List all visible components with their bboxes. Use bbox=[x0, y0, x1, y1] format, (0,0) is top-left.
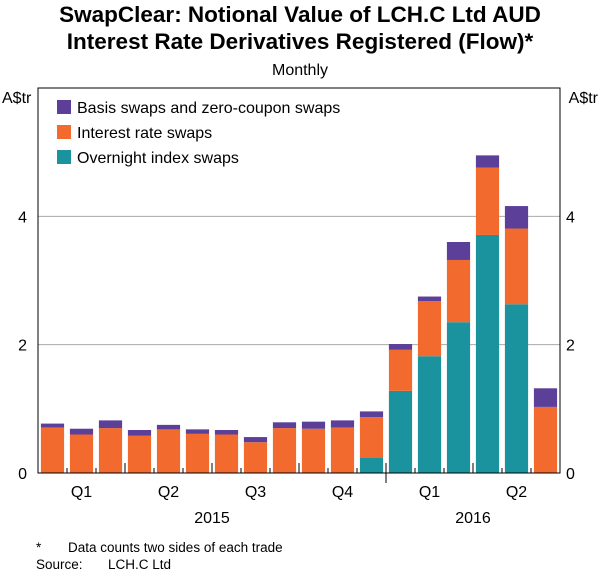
bar-basis-5 bbox=[156, 424, 181, 430]
y-tick-label-left: 2 bbox=[18, 338, 27, 355]
bar-irs-4 bbox=[127, 435, 152, 473]
x-quarter-label: Q2 bbox=[158, 484, 179, 501]
source-label: Source: bbox=[36, 557, 83, 572]
x-quarter-label: Q1 bbox=[71, 484, 92, 501]
bar-basis-4 bbox=[127, 430, 152, 436]
x-year-label: 2015 bbox=[194, 510, 230, 527]
bar-basis-13 bbox=[388, 344, 413, 350]
x-quarter-label: Q2 bbox=[506, 484, 527, 501]
bar-irs-10 bbox=[301, 428, 326, 473]
bar-basis-6 bbox=[185, 429, 210, 434]
y-axis-unit-right: A$tr bbox=[569, 90, 599, 107]
x-quarter-label: Q1 bbox=[419, 484, 440, 501]
bar-basis-1 bbox=[40, 423, 65, 428]
bar-irs-14 bbox=[417, 301, 442, 357]
bar-irs-7 bbox=[214, 434, 239, 473]
bar-basis-16 bbox=[475, 155, 500, 168]
bar-basis-11 bbox=[330, 420, 355, 428]
chart-title-line2: Interest Rate Derivatives Registered (Fl… bbox=[66, 29, 534, 54]
bar-ois-13 bbox=[388, 390, 413, 473]
y-tick-label-right: 4 bbox=[566, 209, 575, 226]
bar-basis-15 bbox=[446, 242, 471, 260]
y-tick-label-left: 0 bbox=[18, 466, 27, 483]
bar-irs-17 bbox=[504, 228, 529, 305]
bar-irs-16 bbox=[475, 167, 500, 235]
bar-irs-12 bbox=[359, 417, 384, 458]
y-tick-label-right: 0 bbox=[566, 466, 575, 483]
legend-label-irs: Interest rate swaps bbox=[77, 125, 212, 142]
bar-irs-6 bbox=[185, 433, 210, 473]
footnote-marker: * bbox=[36, 540, 42, 555]
bar-irs-9 bbox=[272, 428, 297, 473]
x-quarter-label: Q3 bbox=[245, 484, 266, 501]
chart-area: A$tr A$tr 0 0 2 2 4 4 Q1 Q2 Q3 Q4 Q1 Q2 2015 2016 Bas… bbox=[2, 87, 599, 527]
x-year-label: 2016 bbox=[455, 510, 491, 527]
bar-irs-11 bbox=[330, 427, 355, 473]
source-text: LCH.C Ltd bbox=[108, 557, 172, 572]
bar-ois-12 bbox=[359, 457, 384, 473]
bar-basis-17 bbox=[504, 206, 529, 229]
bar-irs-15 bbox=[446, 259, 471, 323]
chart-title-line1: SwapClear: Notional Value of LCH.C Ltd A… bbox=[59, 2, 541, 27]
legend-label-basis: Basis swaps and zero-coupon swaps bbox=[77, 100, 340, 117]
bar-basis-12 bbox=[359, 411, 384, 418]
bar-ois-14 bbox=[417, 356, 442, 473]
bar-basis-18 bbox=[533, 388, 558, 407]
bar-irs-1 bbox=[40, 427, 65, 473]
legend-label-ois: Overnight index swaps bbox=[77, 150, 239, 167]
bar-irs-2 bbox=[69, 434, 94, 473]
footnote-text: Data counts two sides of each trade bbox=[68, 540, 283, 555]
legend-swatch-irs bbox=[57, 125, 71, 139]
bar-basis-3 bbox=[98, 420, 123, 429]
legend-swatch-ois bbox=[57, 150, 71, 164]
bar-irs-8 bbox=[243, 442, 268, 473]
x-quarter-label: Q4 bbox=[332, 484, 353, 501]
chart-subtitle: Monthly bbox=[271, 62, 329, 79]
y-tick-label-left: 4 bbox=[18, 209, 27, 226]
y-axis-unit-left: A$tr bbox=[2, 90, 32, 107]
bar-basis-2 bbox=[69, 428, 94, 435]
bar-basis-14 bbox=[417, 296, 442, 302]
bar-basis-10 bbox=[301, 421, 326, 429]
bar-irs-5 bbox=[156, 429, 181, 473]
bar-basis-7 bbox=[214, 430, 239, 435]
bar-basis-8 bbox=[243, 437, 268, 443]
bar-ois-16 bbox=[475, 234, 500, 473]
bar-irs-18 bbox=[533, 406, 558, 473]
bar-irs-13 bbox=[388, 349, 413, 391]
y-tick-label-right: 2 bbox=[566, 338, 575, 355]
bar-basis-9 bbox=[272, 422, 297, 429]
bar-ois-15 bbox=[446, 322, 471, 473]
bar-irs-3 bbox=[98, 428, 123, 473]
legend-swatch-basis bbox=[57, 100, 71, 114]
bar-ois-17 bbox=[504, 304, 529, 473]
